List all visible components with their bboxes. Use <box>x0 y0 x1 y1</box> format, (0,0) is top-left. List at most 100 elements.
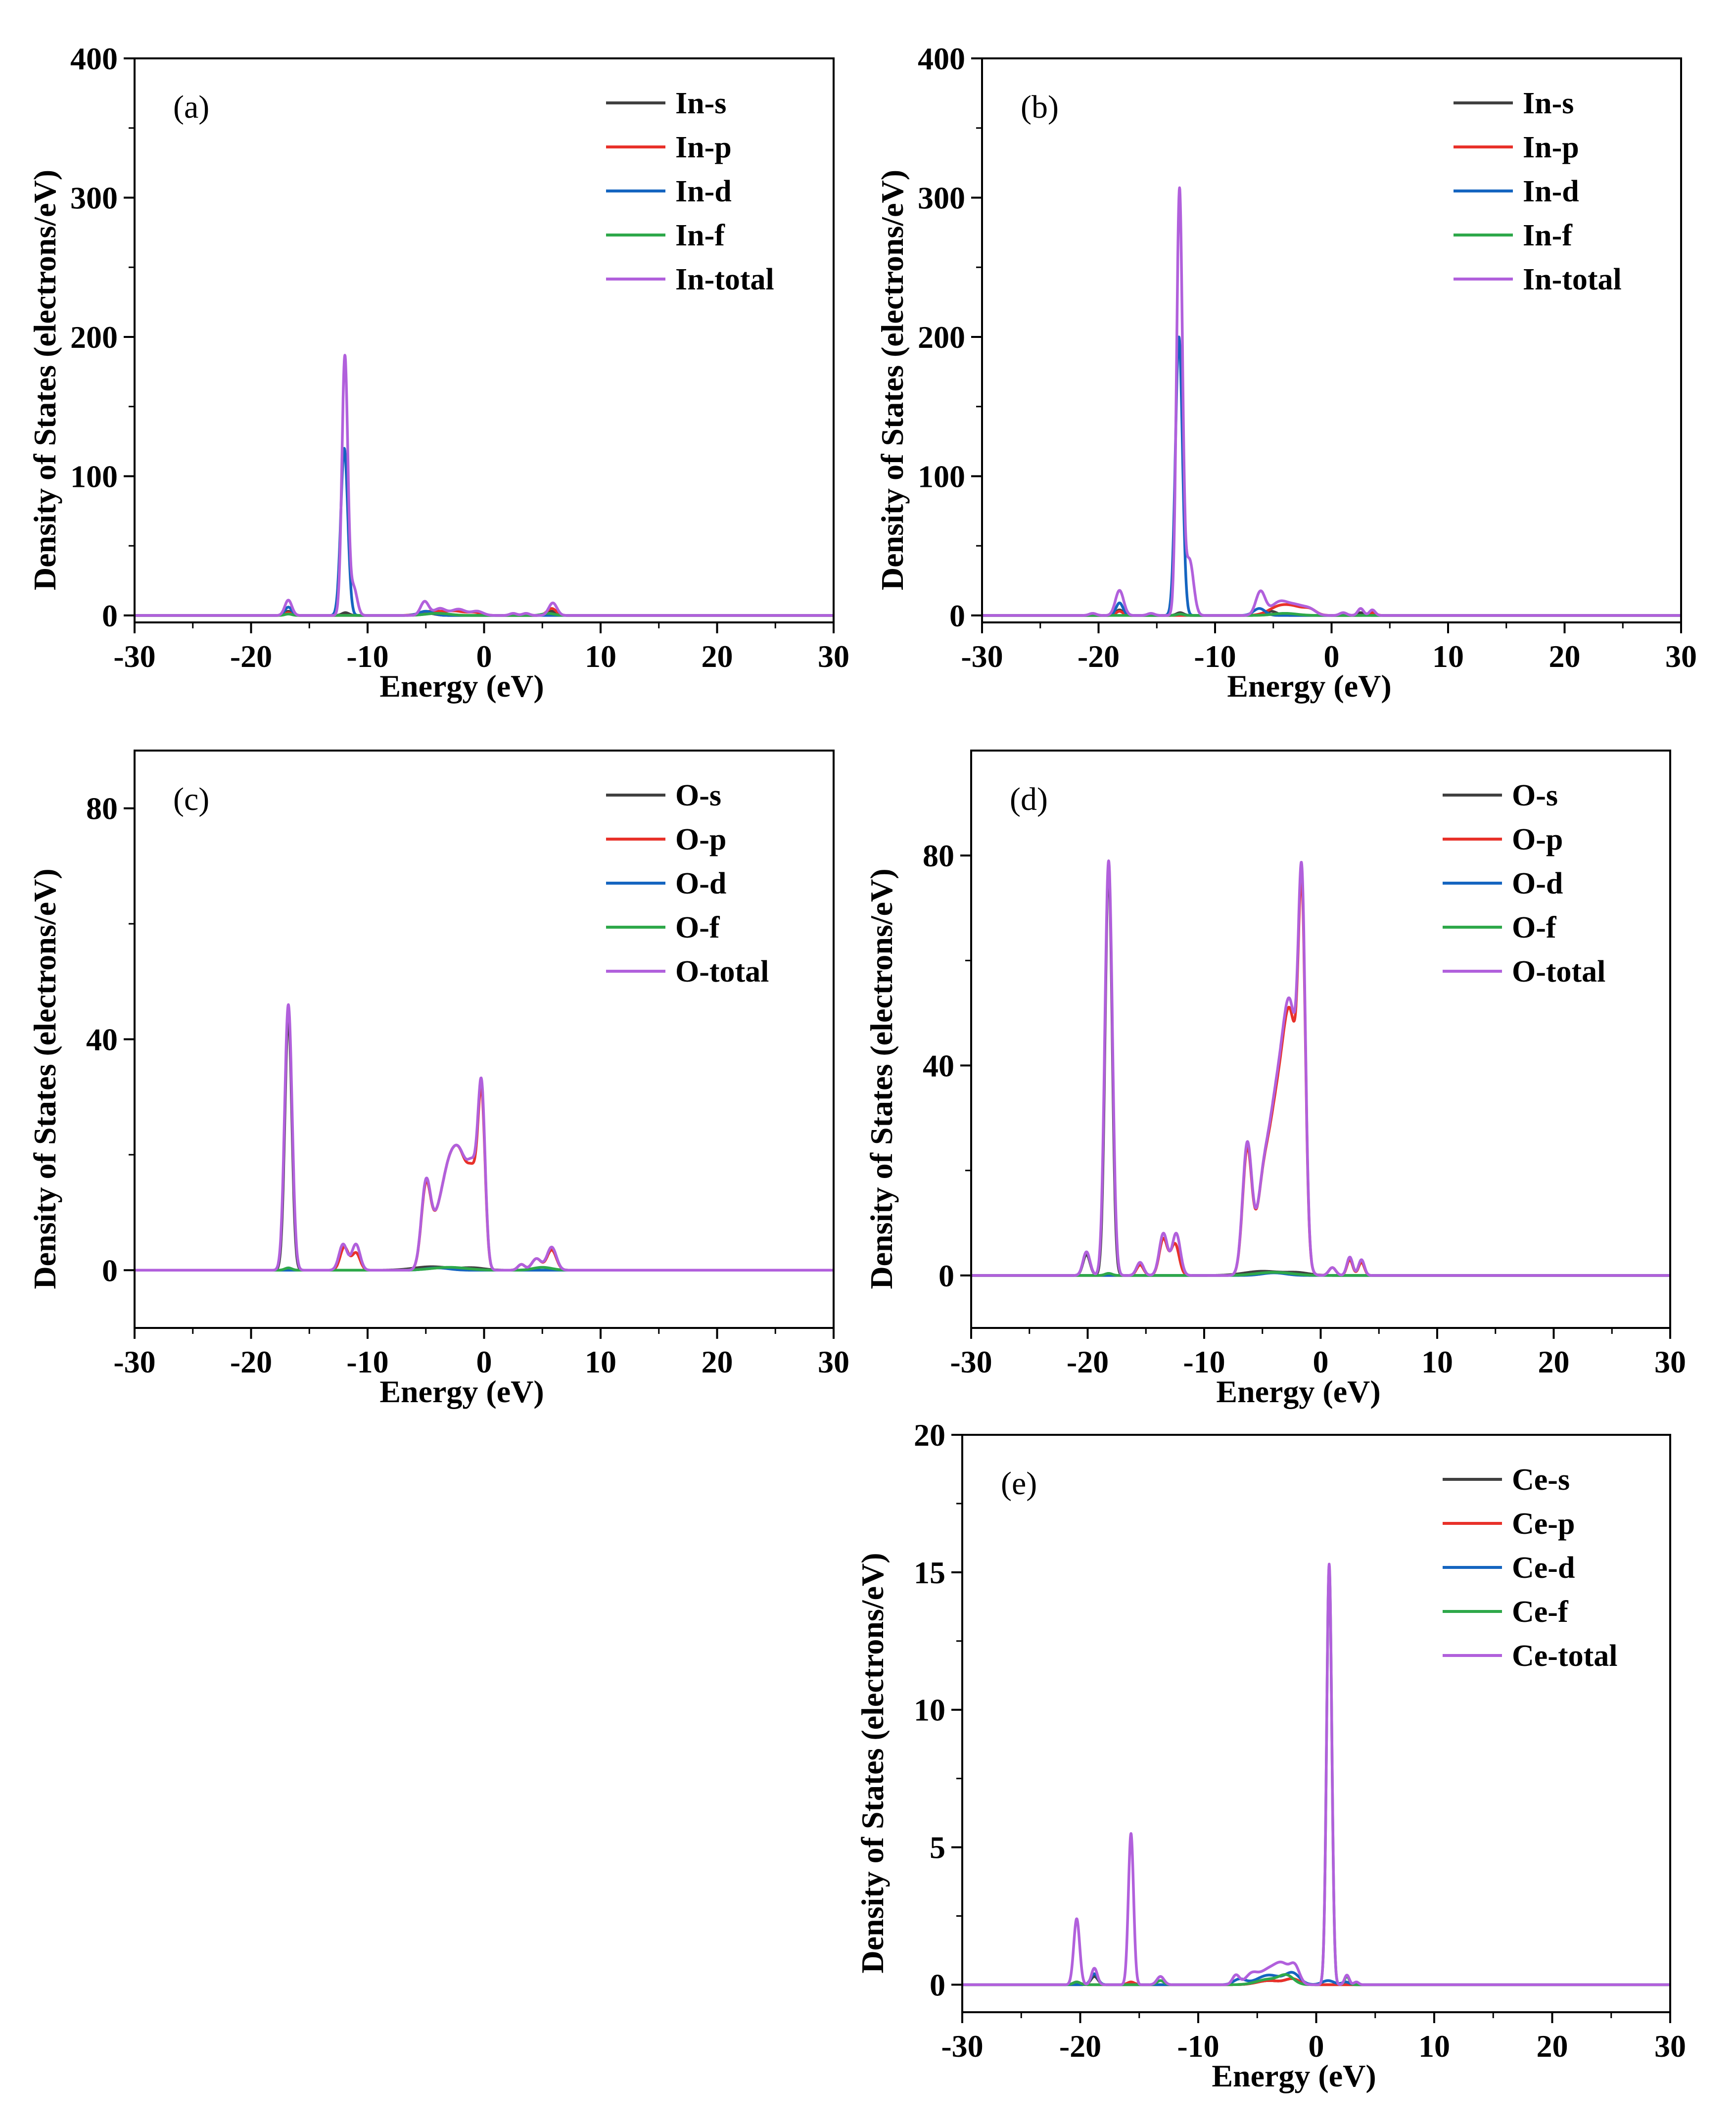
series-line-In-d <box>135 447 834 617</box>
x-axis-title: Energy (eV) <box>1216 1374 1380 1409</box>
series-group <box>971 859 1670 1277</box>
x-axis-title: Energy (eV) <box>379 668 544 704</box>
legend-label: O-p <box>675 823 726 856</box>
x-tick-label: 0 <box>476 1344 492 1379</box>
legend-label: O-total <box>1512 955 1605 989</box>
legend-label: O-f <box>675 911 720 945</box>
series-line-O-s <box>971 864 1670 1277</box>
y-axis-title: Density of States (electrons/eV) <box>27 868 62 1289</box>
x-tick-label: -20 <box>1078 639 1120 674</box>
y-tick-label: 5 <box>930 1830 945 1865</box>
x-tick-label: 30 <box>1665 639 1697 674</box>
x-tick-label: 30 <box>818 639 849 674</box>
legend-label: Ce-s <box>1512 1463 1570 1497</box>
y-axis-title: Density of States (electrons/eV) <box>855 1553 890 1973</box>
legend-label: O-s <box>1512 779 1558 812</box>
x-axis-title: Energy (eV) <box>1227 668 1391 704</box>
x-tick-label: 10 <box>1418 2029 1450 2064</box>
legend-label: In-f <box>675 219 725 252</box>
x-tick-label: 30 <box>818 1344 849 1379</box>
y-tick-label: 300 <box>70 180 118 215</box>
y-tick-label: 300 <box>918 180 965 215</box>
x-tick-label: -10 <box>346 639 388 674</box>
series-line-O-p <box>971 874 1670 1277</box>
series-line-In-total <box>135 354 834 617</box>
x-tick-label: 20 <box>702 1344 733 1379</box>
legend-label: Ce-f <box>1512 1595 1569 1629</box>
series-group <box>962 1562 1670 1986</box>
x-tick-label: 10 <box>1432 639 1464 674</box>
y-tick-label: 80 <box>923 838 954 873</box>
y-tick-label: 200 <box>70 320 118 355</box>
x-tick-label: -10 <box>1177 2029 1219 2064</box>
x-tick-label: -30 <box>113 1344 155 1379</box>
y-axis-title: Density of States (electrons/eV) <box>27 170 62 590</box>
legend-label: In-s <box>675 87 726 120</box>
x-tick-label: -30 <box>113 639 155 674</box>
panel-label: (a) <box>173 89 209 125</box>
x-tick-label: 0 <box>1313 1344 1329 1379</box>
x-tick-label: 0 <box>476 639 492 674</box>
x-tick-label: -10 <box>1194 639 1236 674</box>
y-tick-label: 80 <box>86 791 118 826</box>
x-axis-title: Energy (eV) <box>379 1374 544 1409</box>
x-tick-label: 0 <box>1324 639 1340 674</box>
x-tick-label: -10 <box>1183 1344 1225 1379</box>
y-axis-title: Density of States (electrons/eV) <box>864 868 899 1289</box>
legend-label: In-total <box>1523 263 1622 296</box>
x-tick-label: 20 <box>1538 1344 1570 1379</box>
x-tick-label: 20 <box>1537 2029 1568 2064</box>
plot-frame <box>970 750 1671 1329</box>
x-tick-label: 10 <box>585 639 616 674</box>
y-tick-label: 100 <box>918 459 965 494</box>
x-tick-label: 30 <box>1654 1344 1686 1379</box>
x-tick-label: 20 <box>702 639 733 674</box>
legend-label: O-s <box>675 779 721 812</box>
series-line-Ce-f <box>962 1565 1670 1986</box>
legend-label: O-p <box>1512 823 1563 856</box>
legend-label: O-d <box>1512 867 1563 900</box>
series-group <box>135 354 834 617</box>
legend-label: In-total <box>675 263 774 296</box>
chart-panel-c: -30 -20 -10 0 10 20 30 0 40 80 Energy (eV) Density … <box>27 750 849 1409</box>
y-tick-label: 100 <box>70 459 118 494</box>
x-tick-label: 0 <box>1309 2029 1324 2064</box>
y-tick-label: 0 <box>102 598 118 633</box>
y-tick-label: 15 <box>914 1555 945 1590</box>
y-tick-label: 40 <box>86 1022 118 1057</box>
x-tick-label: -20 <box>1059 2029 1101 2064</box>
series-line-In-d <box>982 335 1681 617</box>
legend-label: Ce-d <box>1512 1551 1575 1585</box>
y-tick-label: 20 <box>914 1418 945 1453</box>
chart-panel-d: -30 -20 -10 0 10 20 30 0 40 80 Energy (eV) Density … <box>864 750 1686 1409</box>
x-tick-label: 10 <box>585 1344 616 1379</box>
x-tick-label: 20 <box>1549 639 1581 674</box>
legend-label: In-s <box>1523 87 1574 120</box>
legend-label: Ce-total <box>1512 1639 1617 1673</box>
x-tick-label: 10 <box>1421 1344 1453 1379</box>
panel-label: (c) <box>173 781 209 817</box>
y-axis-title: Density of States (electrons/eV) <box>875 170 910 590</box>
y-tick-label: 0 <box>102 1253 118 1288</box>
y-tick-label: 400 <box>918 41 965 76</box>
x-tick-label: -20 <box>1067 1344 1109 1379</box>
x-tick-label: -30 <box>961 639 1003 674</box>
legend-label: Ce-p <box>1512 1507 1575 1541</box>
plot-frame <box>134 750 835 1329</box>
legend-label: In-f <box>1523 219 1573 252</box>
series-group <box>982 186 1681 617</box>
y-tick-label: 400 <box>70 41 118 76</box>
x-tick-label: -10 <box>346 1344 388 1379</box>
series-line-O-total <box>135 1003 834 1272</box>
y-tick-label: 10 <box>914 1693 945 1728</box>
panel-label: (e) <box>1001 1465 1037 1502</box>
legend-label: In-d <box>675 175 732 208</box>
y-tick-label: 0 <box>949 598 965 633</box>
y-tick-label: 0 <box>938 1258 954 1293</box>
legend-label: In-d <box>1523 175 1579 208</box>
panel-label: (d) <box>1010 781 1048 817</box>
x-tick-label: 30 <box>1654 2029 1686 2064</box>
